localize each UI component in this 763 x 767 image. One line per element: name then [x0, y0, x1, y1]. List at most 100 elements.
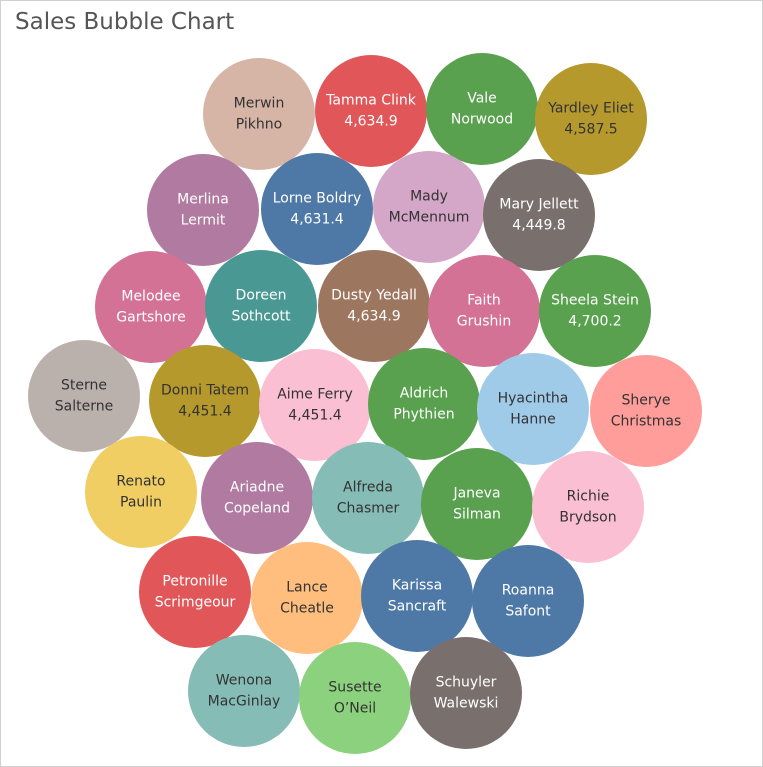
bubble-name-label: Donni Tatem	[161, 383, 249, 399]
bubble[interactable]: Renato Paulin	[85, 436, 197, 548]
bubble-name-label: Lance	[286, 580, 328, 596]
bubble-circle[interactable]	[590, 355, 702, 467]
bubble[interactable]: Dusty Yedall 4,634.9	[318, 250, 430, 362]
bubble-name-label: Gartshore	[116, 310, 185, 326]
bubble[interactable]: Karissa Sancraft	[361, 540, 473, 652]
bubble-name-label: Vale	[467, 91, 497, 107]
bubble-name-label: Alfreda	[343, 480, 393, 496]
bubble-circle[interactable]	[421, 448, 533, 560]
bubble-name-label: Mary Jellett	[499, 197, 579, 213]
bubble[interactable]: Alfreda Chasmer	[312, 442, 424, 554]
bubble-circle[interactable]	[428, 255, 540, 367]
bubble[interactable]: Melodee Gartshore	[95, 251, 207, 363]
bubble-circle[interactable]	[315, 55, 427, 167]
bubble-name-label: O’Neil	[334, 701, 376, 717]
bubble-value-label: 4,631.4	[290, 212, 344, 228]
bubble-circle[interactable]	[299, 642, 411, 754]
bubble[interactable]: Janeva Silman	[421, 448, 533, 560]
bubble-name-label: Ariadne	[230, 480, 284, 496]
bubble-circle[interactable]	[85, 436, 197, 548]
bubble[interactable]: Sherye Christmas	[590, 355, 702, 467]
bubble-circle[interactable]	[426, 53, 538, 165]
bubble-name-label: Christmas	[611, 414, 682, 430]
bubble-circle[interactable]	[139, 536, 251, 648]
bubble-name-label: Walewski	[434, 696, 499, 712]
bubble[interactable]: Susette O’Neil	[299, 642, 411, 754]
bubble[interactable]: Aime Ferry 4,451.4	[259, 349, 371, 461]
bubble[interactable]: Ariadne Copeland	[201, 442, 313, 554]
bubble-circle[interactable]	[477, 353, 589, 465]
bubble[interactable]: Aldrich Phythien	[368, 348, 480, 460]
bubble-circle[interactable]	[361, 540, 473, 652]
bubble-circle[interactable]	[312, 442, 424, 554]
bubble[interactable]: Schuyler Walewski	[410, 637, 522, 749]
bubble[interactable]: Donni Tatem 4,451.4	[149, 345, 261, 457]
bubble[interactable]: Lorne Boldry 4,631.4	[261, 153, 373, 265]
bubble-circle[interactable]	[203, 58, 315, 170]
bubble[interactable]: Faith Grushin	[428, 255, 540, 367]
bubble-name-label: Paulin	[120, 495, 162, 511]
bubble-name-label: Janeva	[452, 486, 500, 502]
bubble[interactable]: Sheela Stein 4,700.2	[539, 255, 651, 367]
bubble[interactable]: Merlina Lermit	[147, 154, 259, 266]
bubble-name-label: Melodee	[121, 289, 180, 305]
bubble-name-label: Schuyler	[436, 675, 497, 691]
bubble[interactable]: Tamma Clink 4,634.9	[315, 55, 427, 167]
bubble-circle[interactable]	[188, 635, 300, 747]
bubble-circle[interactable]	[261, 153, 373, 265]
bubble-value-label: 4,451.4	[178, 404, 232, 420]
bubble-name-label: Sheela Stein	[551, 293, 639, 309]
bubble-name-label: Brydson	[559, 510, 616, 526]
bubble-name-label: Doreen	[236, 288, 287, 304]
bubble-circle[interactable]	[205, 250, 317, 362]
bubble-name-label: Yardley Eliet	[547, 101, 634, 117]
bubble[interactable]: Roanna Safont	[472, 545, 584, 657]
bubble[interactable]: Petronille Scrimgeour	[139, 536, 251, 648]
bubble-value-label: 4,451.4	[288, 408, 342, 424]
bubble-name-label: Sherye	[621, 393, 670, 409]
bubble[interactable]: Mady McMennum	[373, 151, 485, 263]
bubble-name-label: Silman	[453, 507, 501, 523]
bubble-circle[interactable]	[410, 637, 522, 749]
bubble[interactable]: Mary Jellett 4,449.8	[483, 159, 595, 271]
bubble-circle[interactable]	[149, 345, 261, 457]
bubble-name-label: Renato	[116, 474, 165, 490]
bubble-name-label: Grushin	[457, 314, 511, 330]
bubble-name-label: Aime Ferry	[277, 387, 353, 403]
bubble[interactable]: Yardley Eliet 4,587.5	[535, 63, 647, 175]
bubble-name-label: Richie	[567, 489, 610, 505]
bubble-circle[interactable]	[368, 348, 480, 460]
bubble-circle[interactable]	[251, 542, 363, 654]
bubble-name-label: Faith	[467, 293, 501, 309]
bubble-name-label: Roanna	[502, 583, 555, 599]
bubble-name-label: Scrimgeour	[155, 595, 236, 611]
bubble-name-label: McMennum	[389, 210, 470, 226]
bubble-circle[interactable]	[259, 349, 371, 461]
bubble-circle[interactable]	[201, 442, 313, 554]
bubble-value-label: 4,700.2	[568, 314, 621, 330]
bubble[interactable]: Hyacintha Hanne	[477, 353, 589, 465]
bubble-name-label: Merwin	[234, 96, 285, 112]
bubble-circle[interactable]	[483, 159, 595, 271]
bubble-name-label: Sterne	[61, 378, 107, 394]
bubble-circle[interactable]	[28, 340, 140, 452]
bubble-name-label: Merlina	[177, 192, 229, 208]
bubble[interactable]: Richie Brydson	[532, 451, 644, 563]
bubble-name-label: Petronille	[162, 574, 227, 590]
bubble-circle[interactable]	[95, 251, 207, 363]
bubble-circle[interactable]	[535, 63, 647, 175]
bubble[interactable]: Lance Cheatle	[251, 542, 363, 654]
bubble[interactable]: Vale Norwood	[426, 53, 538, 165]
bubble-circle[interactable]	[147, 154, 259, 266]
bubble-circle[interactable]	[539, 255, 651, 367]
bubble-circle[interactable]	[472, 545, 584, 657]
bubble[interactable]: Doreen Sothcott	[205, 250, 317, 362]
bubble[interactable]: Wenona MacGinlay	[188, 635, 300, 747]
bubble-value-label: 4,634.9	[347, 309, 400, 325]
bubble-circle[interactable]	[373, 151, 485, 263]
bubble[interactable]: Merwin Pikhno	[203, 58, 315, 170]
bubble-name-label: Mady	[410, 189, 448, 205]
bubble-circle[interactable]	[318, 250, 430, 362]
bubble-circle[interactable]	[532, 451, 644, 563]
bubble[interactable]: Sterne Salterne	[28, 340, 140, 452]
